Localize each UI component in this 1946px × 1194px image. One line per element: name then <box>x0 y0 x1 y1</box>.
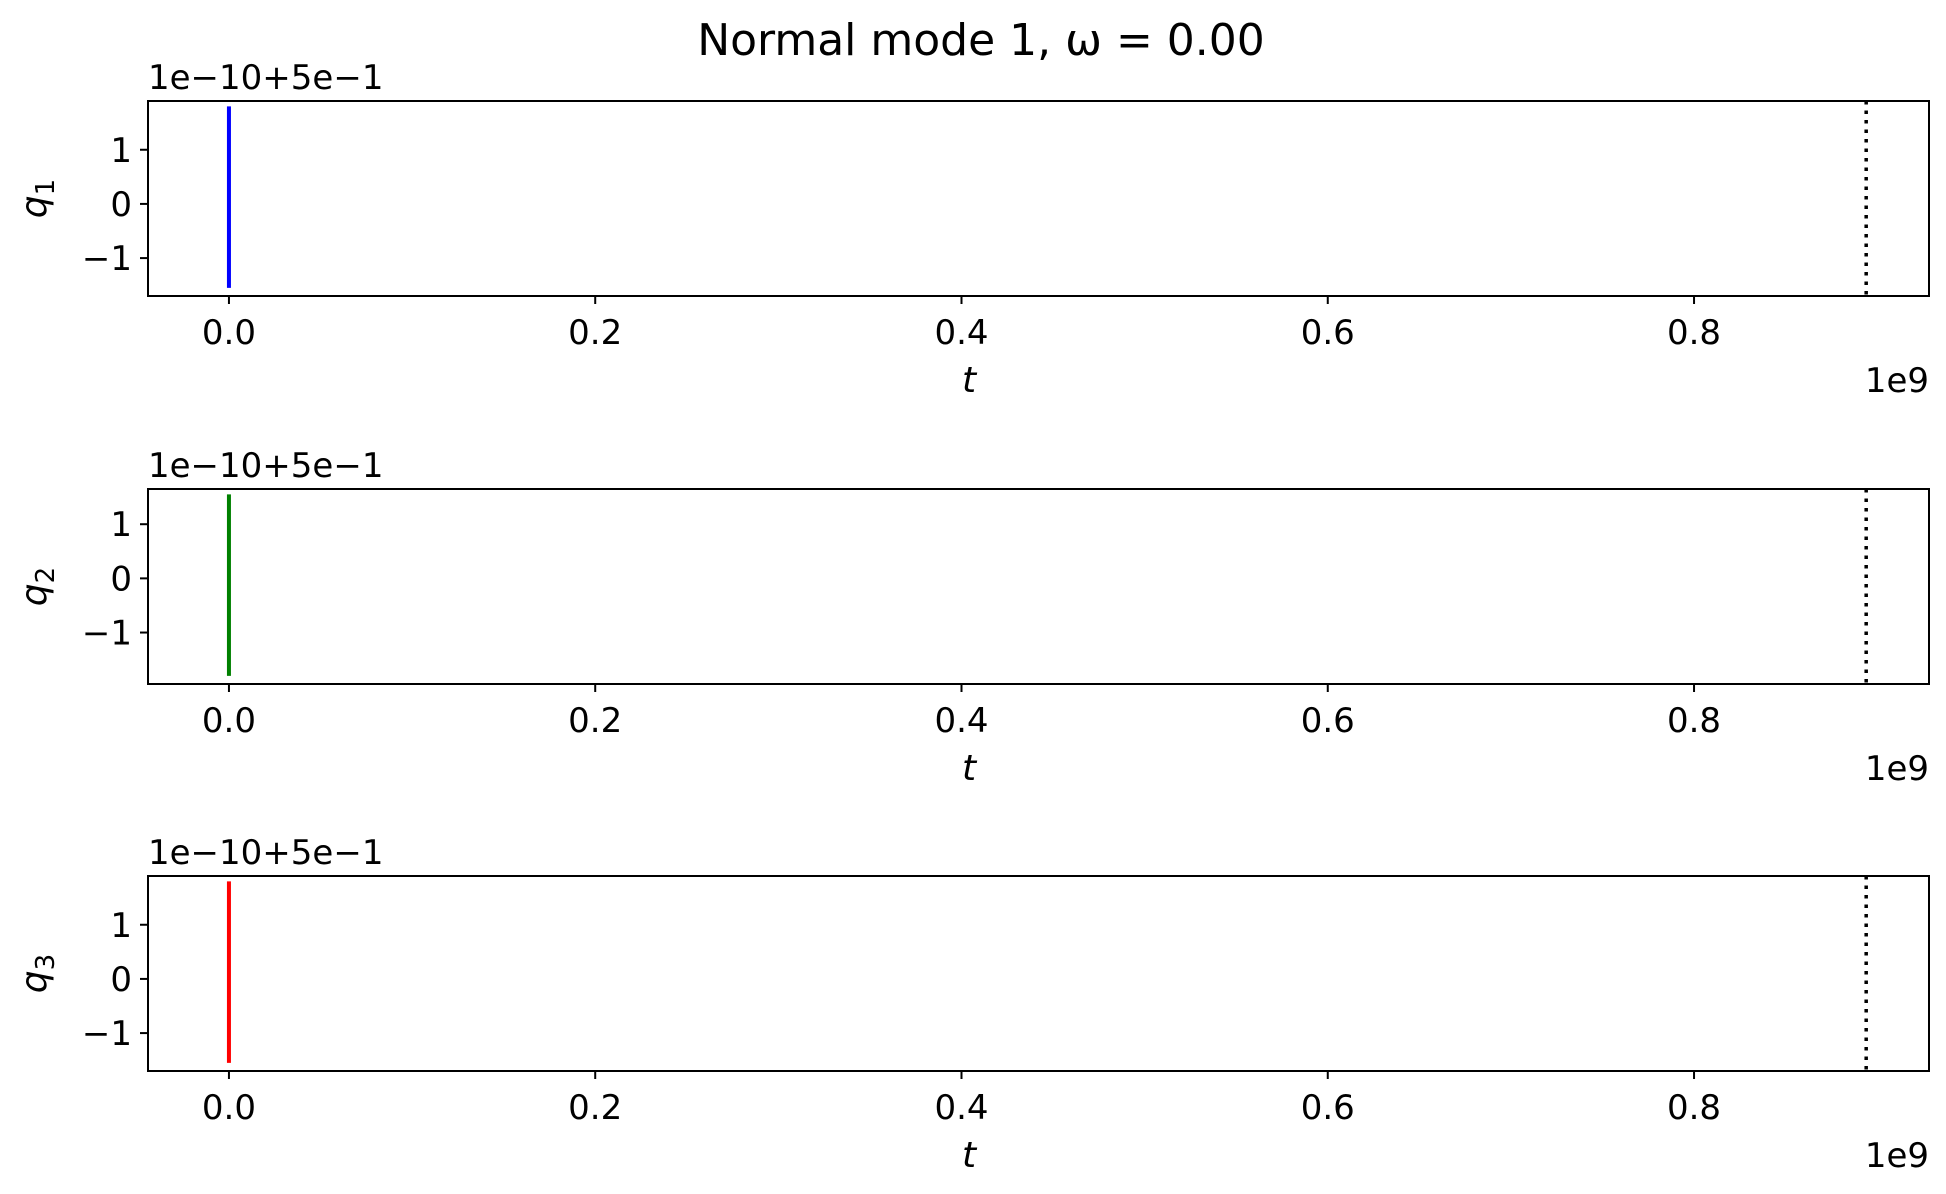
x-tick-label: 0.8 <box>1667 1088 1721 1128</box>
subplot-3: 0.0 0.2 0.4 0.6 0.8 −1 0 1 1e−10+5e−1 1e9 t q3 <box>14 833 1930 1176</box>
x-tick-label: 0.8 <box>1667 701 1721 741</box>
x-tick-label: 0.4 <box>934 313 988 353</box>
x-tick-label: 0.4 <box>934 1088 988 1128</box>
y-tick-label: 1 <box>110 906 132 946</box>
y-axis-label: q2 <box>14 567 61 606</box>
figure-title: Normal mode 1, ω = 0.00 <box>697 15 1265 66</box>
y-tick-label: 0 <box>110 185 132 225</box>
x-axis-label: t <box>962 1135 978 1176</box>
subplot-1: 0.0 0.2 0.4 0.6 0.8 −1 0 1 1e−10+5e−1 1e9 t q1 <box>14 58 1930 401</box>
x-tick-label: 0.2 <box>568 701 622 741</box>
x-tick-label: 0.6 <box>1301 1088 1355 1128</box>
y-tick-label: 0 <box>110 960 132 1000</box>
axes-frame <box>147 100 1930 297</box>
y-tick-label: −1 <box>82 1014 132 1054</box>
x-offset-label: 1e9 <box>1865 1136 1929 1176</box>
y-tick-label: 1 <box>110 505 132 545</box>
axes-frame <box>147 875 1930 1072</box>
x-tick-label: 0.6 <box>1301 701 1355 741</box>
x-tick-label: 0.2 <box>568 313 622 353</box>
y-axis-label: q3 <box>14 954 61 993</box>
x-offset-label: 1e9 <box>1865 361 1929 401</box>
x-tick-label: 0.0 <box>202 313 256 353</box>
x-axis-label: t <box>962 748 978 789</box>
y-offset-label: 1e−10+5e−1 <box>148 446 383 486</box>
y-offset-label: 1e−10+5e−1 <box>148 833 383 873</box>
x-tick-label: 0.0 <box>202 701 256 741</box>
x-tick-label: 0.6 <box>1301 313 1355 353</box>
y-axis-label: q1 <box>14 179 61 218</box>
axes-frame <box>147 488 1930 685</box>
x-tick-label: 0.8 <box>1667 313 1721 353</box>
x-tick-label: 0.4 <box>934 701 988 741</box>
x-offset-label: 1e9 <box>1865 749 1929 789</box>
y-offset-label: 1e−10+5e−1 <box>148 58 383 98</box>
y-tick-label: 0 <box>110 559 132 599</box>
x-tick-label: 0.2 <box>568 1088 622 1128</box>
x-tick-label: 0.0 <box>202 1088 256 1128</box>
y-tick-label: −1 <box>82 239 132 279</box>
x-axis-label: t <box>962 360 978 401</box>
subplot-2: 0.0 0.2 0.4 0.6 0.8 −1 0 1 1e−10+5e−1 1e9 t q2 <box>14 446 1930 789</box>
y-tick-label: 1 <box>110 131 132 171</box>
y-tick-label: −1 <box>82 614 132 654</box>
